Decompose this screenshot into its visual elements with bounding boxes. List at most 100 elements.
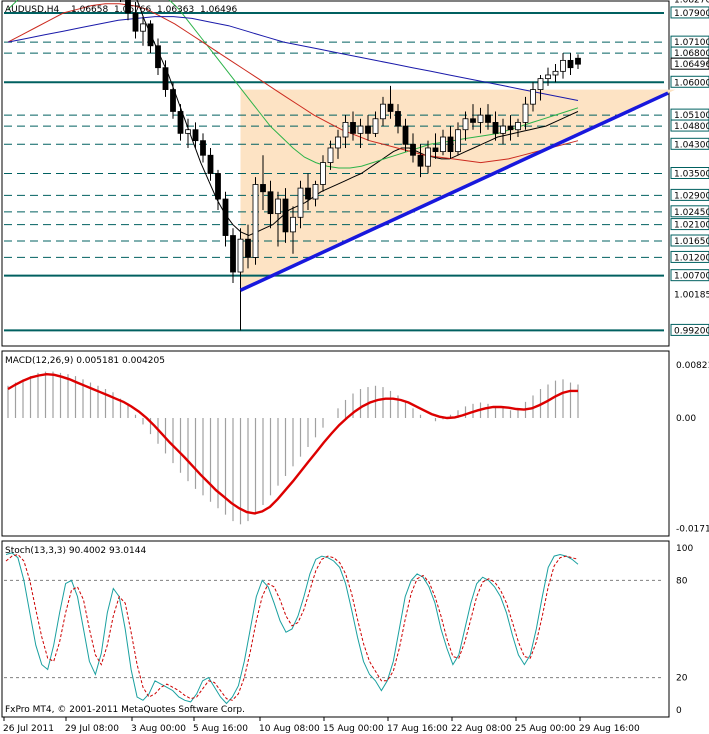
candle-body	[575, 57, 581, 65]
price-tick-box	[670, 137, 709, 150]
candle-body	[267, 191, 274, 215]
stoch-tick-label: 20	[676, 674, 688, 684]
x-axis-labels: 26 Jul 2011 29 Jul 08:00 3 Aug 00:00 5 Aug …	[3, 717, 640, 734]
candle-body	[522, 103, 529, 123]
candle-body	[365, 125, 371, 134]
price-tick-label: 1.02450	[674, 208, 709, 218]
candle-body	[552, 70, 559, 76]
price-tick-box	[670, 188, 709, 201]
candle-body	[530, 89, 536, 105]
candle-body	[275, 198, 281, 215]
candle-body	[432, 147, 439, 153]
candle-body	[305, 187, 311, 200]
candle-body	[230, 235, 236, 273]
macd-signal-line	[7, 372, 578, 515]
price-tick-label: 1.08270	[674, 0, 709, 5]
candle-body	[162, 67, 169, 90]
candle-body	[410, 143, 416, 156]
price-tick-label: 1.01650	[674, 237, 709, 247]
candle-body	[215, 173, 221, 200]
price-tick-label: 0.99200	[674, 326, 709, 336]
candle-body	[507, 125, 514, 131]
candle-body	[380, 103, 386, 120]
current-price-box	[670, 57, 709, 70]
candle-body	[327, 147, 334, 163]
candle-body	[200, 140, 206, 156]
macd-panel: 0.00821 0.00 -0.01714 MACD(12,26,9) 0.0051…	[1, 350, 709, 537]
candle-body	[417, 154, 424, 167]
candle-body	[155, 45, 161, 69]
price-header-high: 1.06766	[114, 5, 151, 15]
candle-body	[342, 122, 349, 138]
x-tick-label: 3 Aug 00:00	[131, 724, 186, 734]
stoch-header: Stoch(13,3,3) 90.4002 93.0144	[5, 546, 146, 556]
stoch-lines	[5, 552, 579, 705]
current-price-label: 1.06496	[674, 60, 709, 70]
macd-tick-label: 0.00821	[676, 361, 709, 371]
price-tick-label: 1.05100	[674, 111, 709, 121]
candle-body	[515, 122, 521, 131]
mid-ma-line	[7, 0, 579, 169]
candle-body	[545, 74, 551, 80]
macd-histogram	[7, 371, 579, 525]
macd-header: MACD(12,26,9) 0.005181 0.004205	[5, 356, 165, 366]
candle-body	[567, 59, 574, 69]
candle-body	[440, 136, 446, 153]
candle-body	[492, 122, 499, 134]
price-tick-box	[670, 234, 709, 247]
price-tick-label: 1.00700	[674, 272, 709, 282]
stoch-panel: 100 80 20 0 Stoch(13,3,3) 90.4002 93.0144 F…	[1, 540, 693, 718]
price-tick-label: 1.04800	[674, 122, 709, 132]
price-header-open: 1.06658	[71, 5, 108, 15]
stoch-signal-line	[5, 553, 579, 701]
x-tick-label: 10 Aug 08:00	[259, 724, 320, 734]
stoch-tick-label: 0	[676, 706, 682, 716]
price-tick-label: 1.02900	[674, 191, 709, 201]
price-candles	[120, 0, 581, 331]
price-tick-box	[670, 250, 709, 263]
x-tick-label: 25 Aug 00:00	[515, 724, 576, 734]
candle-body	[537, 78, 544, 90]
candle-body	[447, 136, 454, 153]
price-tick-box	[670, 167, 709, 179]
candle-body	[357, 125, 364, 134]
price-axis-labels: 1.107981.100001.093001.087001.082701.079…	[670, 0, 709, 336]
price-header-low: 1.06363	[157, 5, 194, 15]
candle-body	[192, 129, 199, 142]
candle-body	[312, 184, 319, 200]
price-header-close: 1.06496	[200, 5, 237, 15]
candle-body	[147, 23, 154, 47]
candle-body	[177, 111, 184, 134]
x-tick-label: 29 Jul 08:00	[65, 724, 119, 734]
candle-body	[425, 147, 431, 167]
x-tick-label: 17 Aug 16:00	[387, 724, 448, 734]
stoch-axis-labels: 100 80 20 0	[676, 544, 693, 716]
price-trendline	[239, 91, 669, 292]
price-tick-label: 1.04300	[674, 140, 709, 150]
candle-body	[402, 125, 409, 145]
candle-body	[290, 216, 296, 233]
x-tick-label: 15 Aug 00:00	[323, 724, 384, 734]
price-tick-label: 1.07900	[674, 9, 709, 19]
longer-ma-line	[7, 16, 579, 101]
price-tick-box	[670, 323, 709, 336]
candle-body	[320, 162, 326, 185]
stoch-main-line	[5, 552, 579, 705]
stoch-levels	[4, 579, 664, 679]
candle-body	[500, 125, 506, 134]
footer-copyright: FxPro MT4, © 2001-2011 MetaQuotes Softwa…	[5, 705, 245, 715]
candle-body	[185, 129, 191, 134]
candle-body	[132, 12, 139, 32]
stoch-tick-label: 100	[676, 544, 693, 554]
candle-body	[395, 111, 401, 127]
candle-body	[297, 187, 304, 218]
candle-body	[372, 118, 379, 134]
x-tick-label: 22 Aug 08:00	[451, 724, 512, 734]
price-header-symbol: AUDUSD,H4	[5, 5, 60, 15]
candle-body	[252, 184, 259, 258]
price-tick-box	[670, 119, 709, 132]
candle-body	[170, 89, 176, 112]
price-tick-label: 1.03500	[674, 170, 709, 180]
candle-body	[477, 114, 484, 123]
